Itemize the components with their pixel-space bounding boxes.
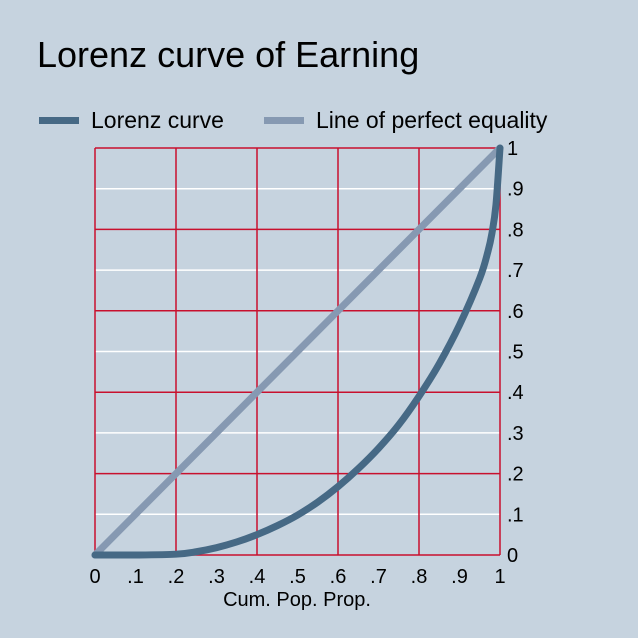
x-tick-label: .1 [127,566,144,588]
legend-swatch-perfect-equality [264,116,304,124]
series-line-perfect-equality [91,144,504,559]
y-tick-label: .1 [507,504,524,526]
legend-item-perfect-equality: Line of perfect equality [264,106,547,134]
y-tick-label: 1 [507,138,518,160]
series [91,144,504,559]
x-tick-label: .8 [411,566,428,588]
x-tick-label: .2 [168,566,185,588]
y-tick-label: .9 [507,179,524,201]
x-tick-label: .3 [208,566,225,588]
y-tick-label: .6 [507,301,524,323]
chart-title: Lorenz curve of Earning [37,34,420,75]
y-tick-label: .5 [507,342,524,364]
legend-swatch-lorenz-curve [39,116,79,124]
legend-item-lorenz-curve: Lorenz curve [39,106,224,134]
y-axis-ticks: 0 .1 .2 .3 .4 .5 .6 .7 .8 .9 1 [507,138,524,567]
x-tick-label: 1 [494,566,505,588]
y-tick-label: .4 [507,382,524,404]
x-tick-label: .5 [289,566,306,588]
x-axis-ticks: 0 .1 .2 .3 .4 .5 .6 .7 .8 .9 1 [89,566,505,588]
legend-label-lorenz-curve: Lorenz curve [91,106,224,133]
x-tick-label: .4 [249,566,266,588]
y-tick-label: .2 [507,464,524,486]
x-tick-label: .7 [370,566,387,588]
y-tick-label: .3 [507,423,524,445]
legend-label-perfect-equality: Line of perfect equality [316,106,548,133]
x-tick-label: 0 [89,566,100,588]
y-tick-label: .8 [507,219,524,241]
x-tick-label: .6 [330,566,347,588]
x-tick-label: .9 [451,566,468,588]
y-tick-label: 0 [507,545,518,567]
series-line-lorenz-curve [91,144,504,559]
x-axis-title: Cum. Pop. Prop. [223,589,371,611]
y-tick-label: .7 [507,260,524,282]
